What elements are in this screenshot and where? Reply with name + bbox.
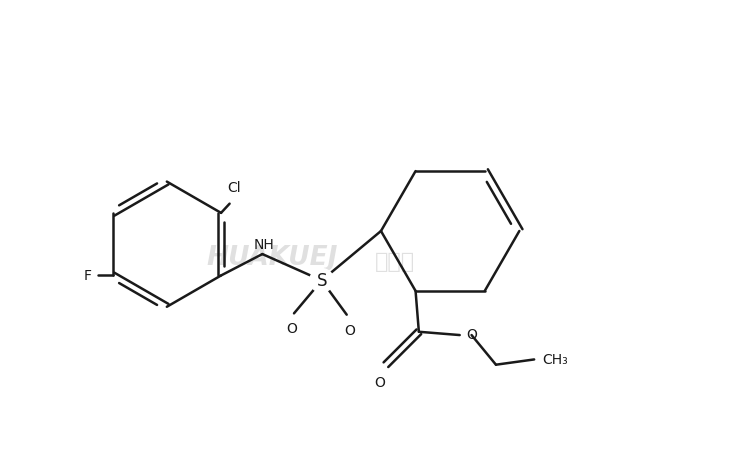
Circle shape — [310, 269, 334, 293]
Text: O: O — [374, 375, 385, 389]
Text: CH₃: CH₃ — [542, 353, 568, 367]
Text: O: O — [286, 322, 297, 336]
Text: NH: NH — [253, 237, 274, 251]
Text: O: O — [467, 327, 477, 341]
Text: O: O — [344, 323, 355, 337]
Text: Cl: Cl — [227, 181, 241, 194]
Text: F: F — [84, 269, 92, 283]
Text: 化学加: 化学加 — [375, 251, 415, 271]
Text: HUAKUEJ: HUAKUEJ — [206, 245, 338, 271]
Text: S: S — [316, 272, 327, 290]
